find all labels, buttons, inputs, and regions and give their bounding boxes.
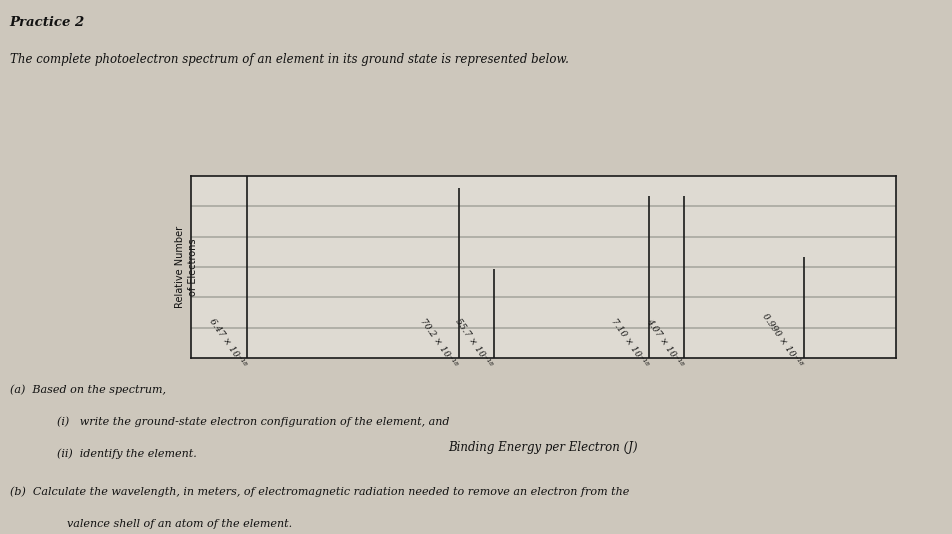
Text: valence shell of an atom of the element.: valence shell of an atom of the element. — [67, 519, 291, 529]
Y-axis label: Relative Number
of Electrons: Relative Number of Electrons — [174, 226, 198, 308]
Text: 70.2 × 10⁻¹⁸: 70.2 × 10⁻¹⁸ — [418, 317, 458, 368]
Text: The complete photoelectron spectrum of an element in its ground state is represe: The complete photoelectron spectrum of a… — [10, 53, 567, 66]
Text: (i)   write the ground-state electron configuration of the element, and: (i) write the ground-state electron conf… — [57, 417, 449, 427]
Text: 0.990 × 10⁻¹⁸: 0.990 × 10⁻¹⁸ — [760, 312, 803, 368]
Text: Binding Energy per Electron (J): Binding Energy per Electron (J) — [448, 441, 637, 453]
Text: Practice 2: Practice 2 — [10, 16, 85, 29]
Text: 6.47 × 10⁻¹⁸: 6.47 × 10⁻¹⁸ — [207, 317, 247, 368]
Text: 55.7 × 10⁻¹⁸: 55.7 × 10⁻¹⁸ — [453, 317, 493, 368]
Text: 4.07 × 10⁻¹⁸: 4.07 × 10⁻¹⁸ — [644, 317, 684, 368]
Text: (a)  Based on the spectrum,: (a) Based on the spectrum, — [10, 384, 166, 395]
Text: (ii)  identify the element.: (ii) identify the element. — [57, 449, 197, 459]
Text: 7.10 × 10⁻¹⁸: 7.10 × 10⁻¹⁸ — [608, 317, 648, 368]
Text: (b)  Calculate the wavelength, in meters, of electromagnetic radiation needed to: (b) Calculate the wavelength, in meters,… — [10, 486, 628, 497]
